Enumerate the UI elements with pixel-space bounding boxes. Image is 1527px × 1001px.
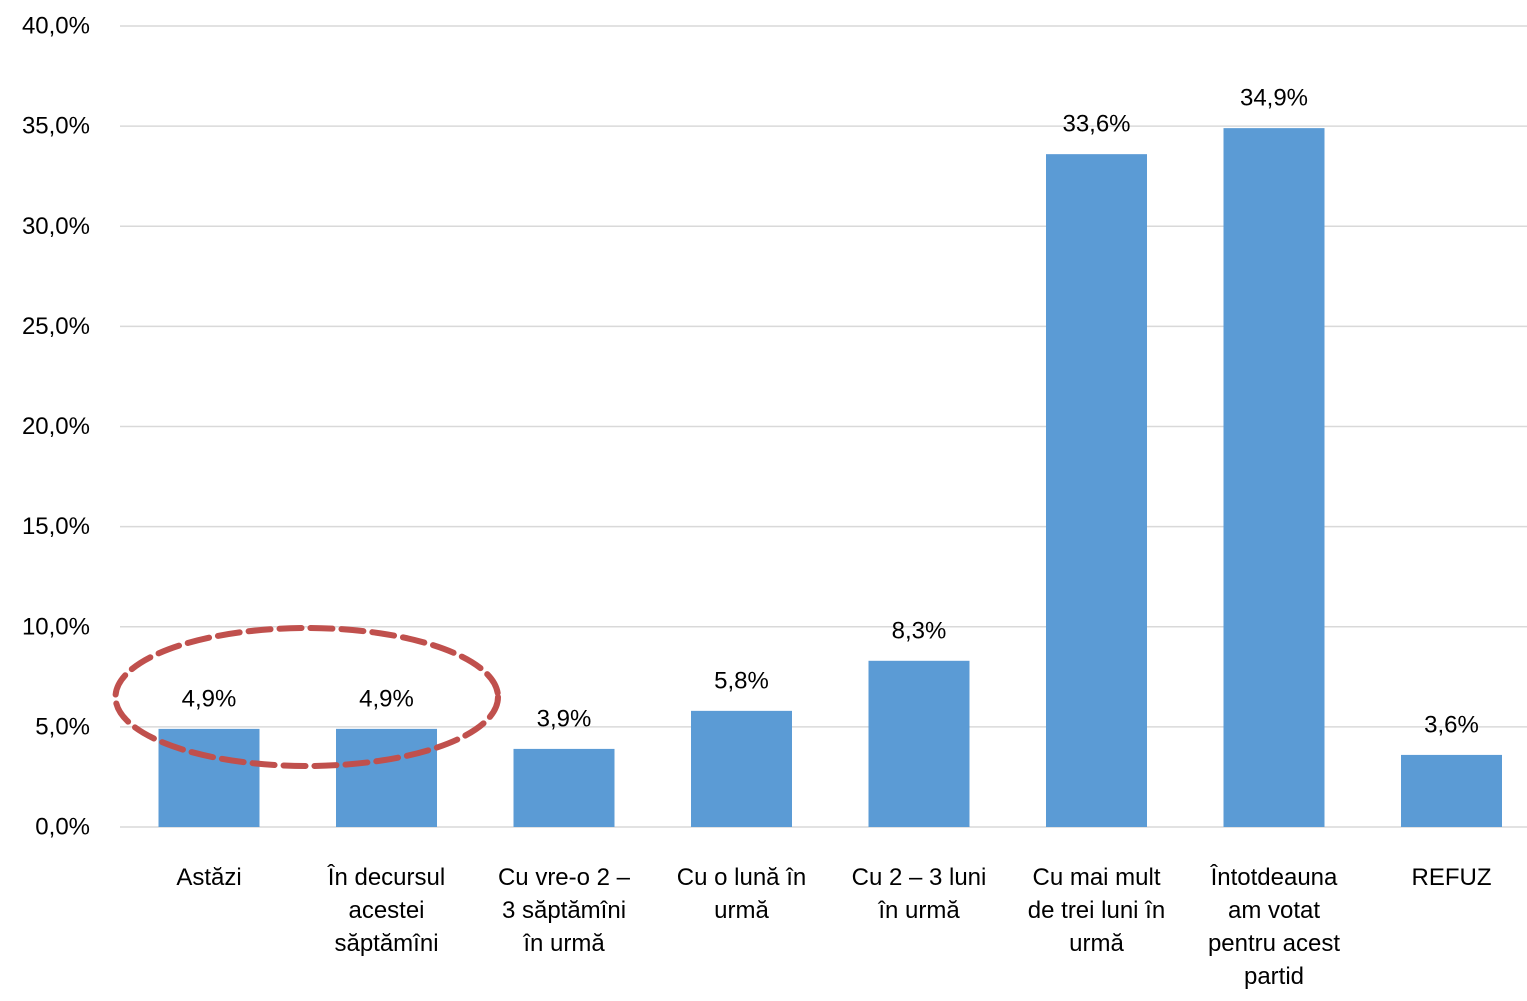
category-label: Cu vre-o 2 – 3 săptămîni în urmă — [498, 864, 631, 957]
category-label-line: săptămîni — [334, 930, 438, 957]
category-label-line: am votat — [1228, 897, 1320, 924]
data-label: 4,9% — [359, 685, 414, 712]
y-tick-label: 35,0% — [22, 113, 90, 140]
category-label-line: Cu 2 – 3 luni — [852, 864, 987, 891]
annotations — [112, 625, 501, 769]
bar — [1223, 128, 1325, 827]
bar — [336, 728, 437, 827]
category-label: Cu o lună în urmă — [677, 864, 806, 924]
category-label: Cu mai mult de trei luni în urmă — [1028, 864, 1165, 957]
data-label: 34,9% — [1240, 85, 1308, 112]
x-axis-category-labels: Astăzi În decursul acestei săptămîni Cu vre-… — [176, 864, 1491, 990]
y-tick-label: 5,0% — [35, 713, 90, 740]
category-label-line: partid — [1244, 963, 1304, 990]
category-label-line: În decursul — [327, 864, 445, 891]
y-axis-tick-labels: 0,0% 5,0% 10,0% 15,0% 20,0% 25,0% 30,0% 35,0% 40… — [22, 13, 90, 841]
bar — [1046, 154, 1147, 827]
data-label: 4,9% — [182, 685, 237, 712]
category-label: Cu 2 – 3 luni în urmă — [852, 864, 987, 924]
data-labels: 4,9% 4,9% 3,9% 5,8% 8,3% 33,6% 34,9% 3,6% — [182, 85, 1479, 739]
category-label-line: Cu vre-o 2 – — [498, 864, 631, 891]
data-label: 5,8% — [714, 667, 769, 694]
category-label-line: Cu o lună în — [677, 864, 806, 891]
category-label-line: urmă — [714, 897, 769, 924]
y-tick-label: 10,0% — [22, 613, 90, 640]
category-label-line: 3 săptămîni — [502, 897, 626, 924]
y-tick-label: 40,0% — [22, 13, 90, 40]
category-label-line: REFUZ — [1412, 864, 1492, 891]
y-tick-label: 0,0% — [35, 814, 90, 841]
category-label: În decursul acestei săptămîni — [327, 864, 445, 957]
y-tick-label: 25,0% — [22, 313, 90, 340]
category-label-line: în urmă — [877, 897, 960, 924]
bar — [513, 748, 615, 827]
category-label-line: urmă — [1069, 930, 1124, 957]
data-label: 3,9% — [537, 705, 592, 732]
category-label-line: acestei — [348, 897, 424, 924]
category-label-line: de trei luni în — [1028, 897, 1165, 924]
category-label: Astăzi — [176, 864, 241, 891]
y-tick-label: 20,0% — [22, 413, 90, 440]
bars — [158, 128, 1502, 827]
category-label-line: în urmă — [522, 930, 605, 957]
category-label-line: pentru acest — [1208, 930, 1340, 957]
category-label: Întotdeauna am votat pentru acest partid — [1208, 864, 1340, 990]
data-label: 8,3% — [892, 617, 947, 644]
category-label-line: Întotdeauna — [1210, 864, 1338, 891]
data-label: 3,6% — [1424, 711, 1479, 738]
y-tick-label: 15,0% — [22, 513, 90, 540]
bar — [868, 660, 970, 827]
data-label: 33,6% — [1062, 111, 1130, 138]
highlight-ellipse — [112, 625, 501, 769]
bar — [1401, 754, 1502, 827]
bar — [691, 710, 792, 827]
y-tick-label: 30,0% — [22, 213, 90, 240]
category-label: REFUZ — [1412, 864, 1492, 891]
gridlines — [120, 25, 1527, 828]
category-label-line: Astăzi — [176, 864, 241, 891]
category-label-line: Cu mai mult — [1032, 864, 1160, 891]
